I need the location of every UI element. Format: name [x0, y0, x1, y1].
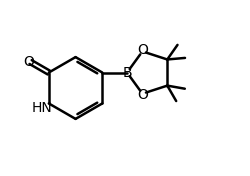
Text: O: O [137, 89, 148, 102]
Text: O: O [23, 55, 34, 68]
Text: O: O [137, 43, 148, 57]
Text: HN: HN [32, 101, 52, 115]
Text: B: B [122, 65, 132, 80]
